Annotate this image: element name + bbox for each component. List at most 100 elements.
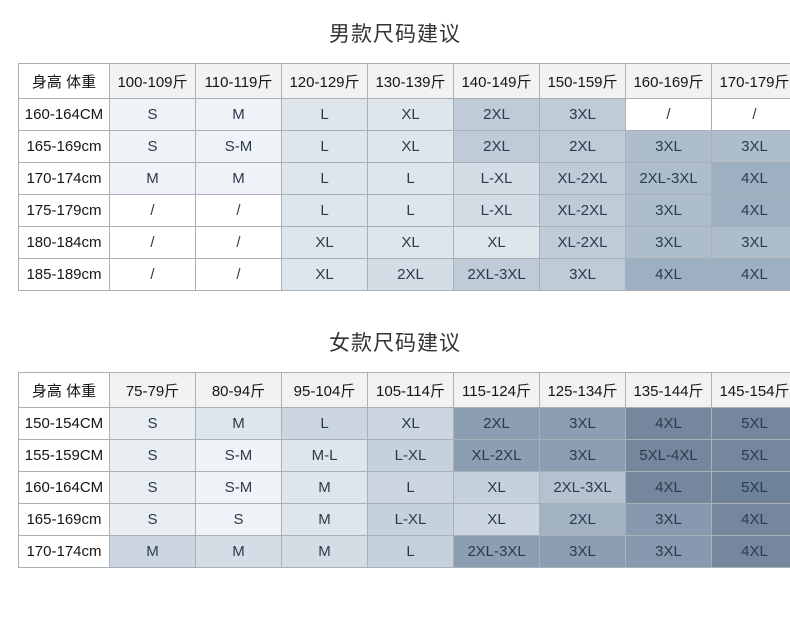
size-cell: 3XL xyxy=(539,98,626,131)
size-cell: 4XL xyxy=(711,258,790,291)
weight-column-header: 170-179斤 xyxy=(711,63,790,99)
size-table-head: 身高 体重 75-79斤 80-94斤 95-104斤 105-114斤 115-124斤… xyxy=(18,372,790,408)
size-cell: L xyxy=(281,98,368,131)
weight-column-header: 130-139斤 xyxy=(367,63,454,99)
table-row: 165-169cm S S M L-XL XL 2XL 3XL 4XL xyxy=(18,503,790,536)
size-cell: L xyxy=(281,194,368,227)
size-cell: 3XL xyxy=(539,535,626,568)
height-row-label: 180-184cm xyxy=(18,226,110,259)
size-cell: / xyxy=(109,226,196,259)
height-row-label: 170-174cm xyxy=(18,535,110,568)
size-cell: 2XL-3XL xyxy=(625,162,712,195)
size-cell: M xyxy=(195,407,282,440)
size-cell: S xyxy=(109,98,196,131)
size-cell: 2XL xyxy=(539,130,626,163)
corner-header: 身高 体重 xyxy=(18,63,110,99)
size-cell: S-M xyxy=(195,439,282,472)
size-cell: 4XL xyxy=(711,162,790,195)
size-cell: 2XL xyxy=(453,407,540,440)
table-row: 160-164CM S S-M M L XL 2XL-3XL 4XL 5XL xyxy=(18,471,790,504)
height-row-label: 155-159CM xyxy=(18,439,110,472)
table-row: 155-159CM S S-M M-L L-XL XL-2XL 3XL 5XL-4XL 5XL xyxy=(18,439,790,472)
weight-column-header: 135-144斤 xyxy=(625,372,712,408)
size-cell: 4XL xyxy=(711,503,790,536)
chart-title: 男款尺码建议 xyxy=(329,23,461,46)
size-cell: M xyxy=(109,162,196,195)
size-cell: S xyxy=(195,503,282,536)
size-cell: 5XL-4XL xyxy=(625,439,712,472)
size-cell: XL xyxy=(453,471,540,504)
table-row: 170-174cm M M M L 2XL-3XL 3XL 3XL 4XL xyxy=(18,535,790,568)
table-row: 180-184cm / / XL XL XL XL-2XL 3XL 3XL xyxy=(18,226,790,259)
size-cell: 3XL xyxy=(539,407,626,440)
size-cell: M xyxy=(195,98,282,131)
weight-column-header: 115-124斤 xyxy=(453,372,540,408)
header-row: 身高 体重 75-79斤 80-94斤 95-104斤 105-114斤 115-124斤… xyxy=(18,372,790,408)
weight-column-header: 120-129斤 xyxy=(281,63,368,99)
size-cell: 4XL xyxy=(625,258,712,291)
size-cell: L xyxy=(367,535,454,568)
chart-title: 女款尺码建议 xyxy=(329,332,461,355)
size-cell: XL xyxy=(281,226,368,259)
weight-column-header: 75-79斤 xyxy=(109,372,196,408)
weight-column-header: 140-149斤 xyxy=(453,63,540,99)
size-cell: M xyxy=(281,503,368,536)
weight-column-header: 105-114斤 xyxy=(367,372,454,408)
size-cell: L xyxy=(367,471,454,504)
size-cell: M-L xyxy=(281,439,368,472)
size-cell: L xyxy=(367,194,454,227)
size-cell: 4XL xyxy=(711,535,790,568)
size-cell: L xyxy=(281,407,368,440)
size-cell: 3XL xyxy=(625,226,712,259)
size-cell: 5XL xyxy=(711,407,790,440)
size-cell: XL xyxy=(367,407,454,440)
size-cell: S xyxy=(109,130,196,163)
size-cell: XL xyxy=(367,130,454,163)
size-cell: 5XL xyxy=(711,439,790,472)
size-cell: 3XL xyxy=(539,258,626,291)
size-cell: XL xyxy=(453,503,540,536)
height-row-label: 165-169cm xyxy=(18,503,110,536)
size-cell: S xyxy=(109,471,196,504)
size-cell: M xyxy=(195,162,282,195)
size-cell: 2XL xyxy=(539,503,626,536)
size-cell: 2XL xyxy=(453,130,540,163)
size-cell: 4XL xyxy=(711,194,790,227)
size-cell: L-XL xyxy=(367,439,454,472)
size-cell: 3XL xyxy=(711,130,790,163)
weight-column-header: 100-109斤 xyxy=(109,63,196,99)
table-row: 175-179cm / / L L L-XL XL-2XL 3XL 4XL xyxy=(18,194,790,227)
size-cell: 2XL-3XL xyxy=(453,535,540,568)
size-cell: / xyxy=(195,194,282,227)
size-cell: S-M xyxy=(195,130,282,163)
table-row: 170-174cm M M L L L-XL XL-2XL 2XL-3XL 4XL xyxy=(18,162,790,195)
size-cell: 3XL xyxy=(625,130,712,163)
size-cell: 2XL xyxy=(453,98,540,131)
size-cell: 3XL xyxy=(539,439,626,472)
weight-column-header: 80-94斤 xyxy=(195,372,282,408)
size-cell: XL xyxy=(281,258,368,291)
weight-column-header: 160-169斤 xyxy=(625,63,712,99)
size-cell: 4XL xyxy=(625,407,712,440)
size-cell: L-XL xyxy=(367,503,454,536)
weight-column-header: 95-104斤 xyxy=(281,372,368,408)
size-cell: 5XL xyxy=(711,471,790,504)
size-cell: L-XL xyxy=(453,162,540,195)
size-cell: XL xyxy=(453,226,540,259)
table-row: 165-169cm S S-M L XL 2XL 2XL 3XL 3XL xyxy=(18,130,790,163)
size-cell: M xyxy=(195,535,282,568)
size-cell: 3XL xyxy=(625,503,712,536)
size-cell: 2XL-3XL xyxy=(539,471,626,504)
size-cell: 2XL xyxy=(367,258,454,291)
size-cell: S xyxy=(109,439,196,472)
size-cell: 3XL xyxy=(711,226,790,259)
size-cell: / xyxy=(109,194,196,227)
size-cell: / xyxy=(625,98,712,131)
size-cell: / xyxy=(711,98,790,131)
size-cell: XL xyxy=(367,98,454,131)
height-row-label: 185-189cm xyxy=(18,258,110,291)
size-cell: M xyxy=(281,535,368,568)
size-cell: 2XL-3XL xyxy=(453,258,540,291)
size-cell: 3XL xyxy=(625,194,712,227)
